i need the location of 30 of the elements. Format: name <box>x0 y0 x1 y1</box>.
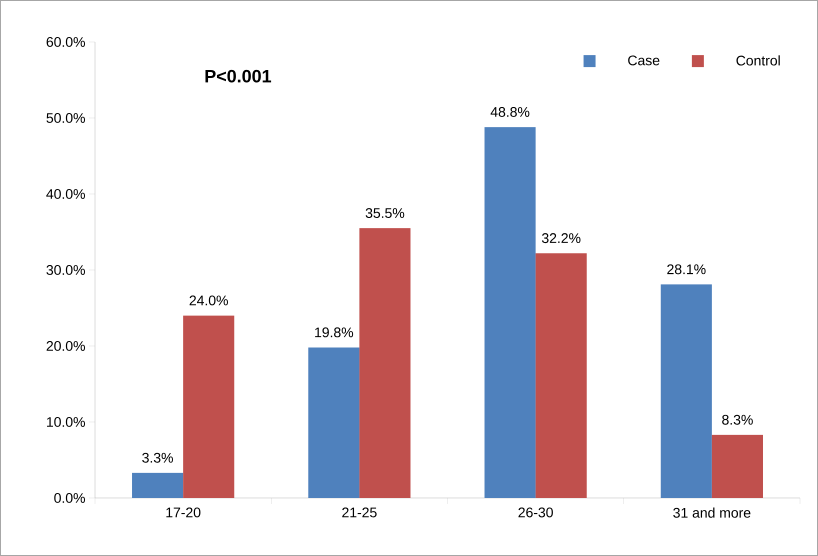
x-tick-label: 21-25 <box>342 507 377 518</box>
data-label: 48.8% <box>490 107 530 117</box>
data-label: 35.5% <box>366 208 404 218</box>
bar <box>484 127 536 498</box>
y-tick-label: 10.0% <box>47 417 85 427</box>
data-label: 24.0% <box>190 296 228 306</box>
legend-label: Control <box>736 55 780 66</box>
y-tick-label: 50.0% <box>46 113 85 123</box>
y-tick-label: 0.0% <box>54 493 85 503</box>
data-label: 28.1% <box>667 264 706 274</box>
bar <box>712 434 763 498</box>
y-tick-label: 30.0% <box>46 265 85 275</box>
x-tick-label: 26-30 <box>518 507 553 518</box>
bar <box>183 316 234 498</box>
y-tick-label: 40.0% <box>46 189 85 199</box>
legend-label: Case <box>628 55 660 66</box>
annotation: P<0.001 <box>205 70 272 83</box>
data-label: 19.8% <box>315 327 354 338</box>
x-tick-label: 31 and more <box>673 508 750 518</box>
bar <box>359 228 410 498</box>
bar <box>536 253 587 498</box>
data-label: 8.3% <box>722 414 753 425</box>
y-tick-label: 20.0% <box>46 341 85 351</box>
bar <box>308 348 360 498</box>
data-label: 3.3% <box>142 452 173 463</box>
data-label: 32.2% <box>542 233 580 244</box>
bar <box>132 472 184 498</box>
x-tick-label: 17-20 <box>166 507 200 518</box>
y-tick-label: 60.0% <box>46 37 85 47</box>
bar <box>660 284 712 498</box>
